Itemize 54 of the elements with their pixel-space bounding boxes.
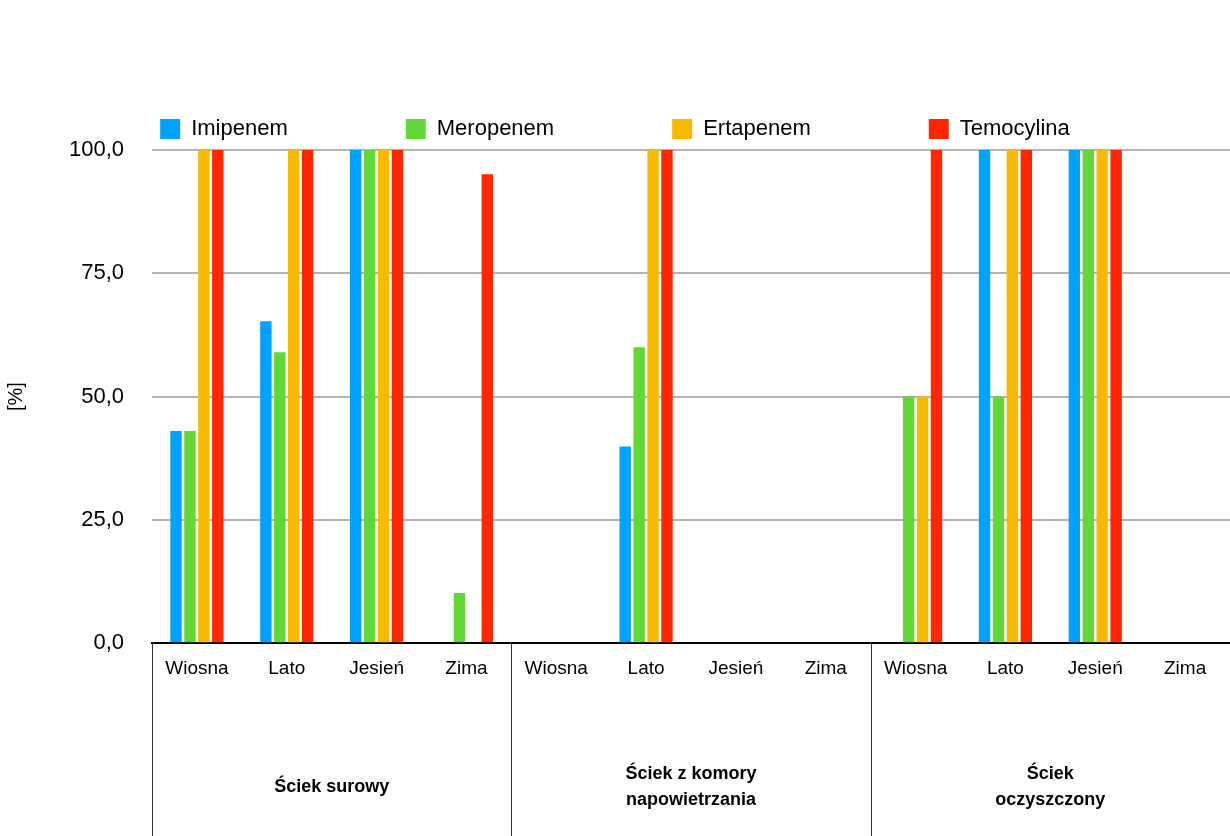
y-tick-label: 25,0 [81,505,124,531]
legend-label: Temocylina [959,115,1071,141]
bar [453,592,466,643]
bar [363,150,376,643]
bar [391,150,404,643]
y-axis-title: [%] [3,382,26,412]
x-tick-label: Lato [268,656,306,678]
bar [1082,150,1094,643]
bar [1020,150,1033,643]
text: Ściek surowy [274,774,390,796]
y-tick-label: 100,0 [68,136,124,162]
bar [212,150,224,643]
y-tick-label: 75,0 [81,259,124,285]
bar [647,150,659,643]
bar [992,396,1005,643]
bar [661,150,673,643]
bar [619,446,631,643]
bar [377,150,390,643]
bar [930,150,943,643]
bar [633,347,645,643]
text: Ściek z komory napowietrzania [625,761,757,809]
x-tick-label: Lato [627,656,665,678]
bar [198,150,210,643]
legend-label: Imipenem [191,115,288,141]
bar [1110,150,1122,643]
x-tick-label: Zima [1163,656,1207,678]
x-tick-label: Wiosna [524,656,589,678]
bar [481,174,494,643]
x-tick-label: Zima [445,656,488,678]
bar [260,321,272,643]
text: Ściek oczyszczony [995,761,1106,809]
bar [1096,150,1108,643]
bar [184,431,196,643]
legend-label: Ertapenem [703,115,811,141]
x-tick-label: Jesień [708,656,764,678]
bar [274,352,286,643]
x-tick-label: Zima [804,656,848,678]
x-tick-label: Jesień [1067,656,1123,678]
bar [301,150,314,643]
bar [1006,150,1019,643]
bar [916,396,929,643]
y-tick-label: 0,0 [93,629,124,655]
bar [1068,150,1081,643]
x-tick-label: Lato [986,656,1024,678]
bar [978,150,991,643]
x-tick-label: Jesień [349,656,405,678]
y-tick-label: 50,0 [81,382,124,408]
x-tick-label: Wiosna [883,656,948,678]
legend-label: Meropenem [436,115,555,141]
bar [902,396,915,643]
bar [349,150,362,643]
bar [288,150,300,643]
x-tick-label: Wiosna [165,656,230,678]
bar [170,431,182,643]
